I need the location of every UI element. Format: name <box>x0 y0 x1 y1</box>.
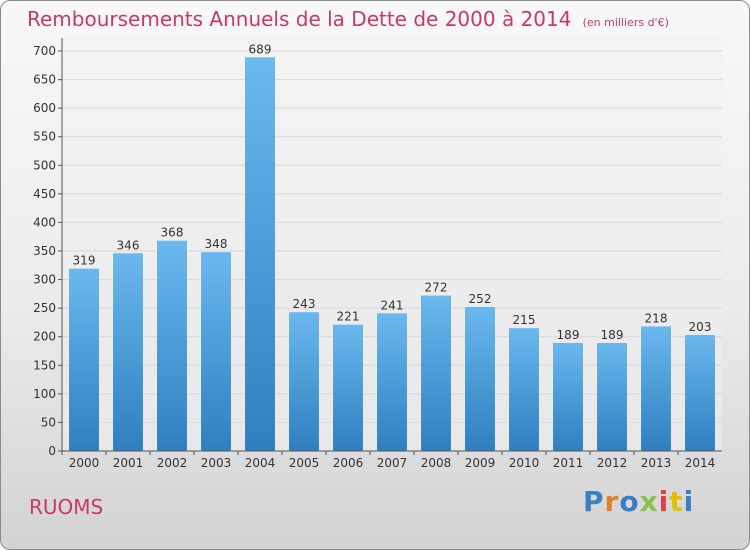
y-tick-label: 0 <box>48 444 56 458</box>
bar-2003 <box>201 252 231 451</box>
y-tick-label: 450 <box>33 187 56 201</box>
data-label: 215 <box>513 313 536 327</box>
data-label: 346 <box>117 238 140 252</box>
y-tick-label: 300 <box>33 273 56 287</box>
x-tick-label: 2009 <box>465 456 496 470</box>
y-tick-label: 500 <box>33 158 56 172</box>
x-tick-label: 2012 <box>597 456 628 470</box>
bar-2010 <box>509 328 539 451</box>
bar-2012 <box>597 343 627 451</box>
proxiti-logo[interactable]: Proxiti <box>583 485 694 518</box>
data-label: 203 <box>689 320 712 334</box>
bar-2014 <box>685 335 715 451</box>
commune-name: RUOMS <box>29 495 104 519</box>
y-tick-label: 400 <box>33 215 56 229</box>
y-tick-label: 50 <box>41 415 56 429</box>
x-tick-label: 2014 <box>685 456 716 470</box>
y-tick-label: 700 <box>33 44 56 58</box>
bar-2009 <box>465 307 495 451</box>
bar-2001 <box>113 253 143 451</box>
chart-title: Remboursements Annuels de la Dette de 20… <box>27 7 669 31</box>
x-tick-label: 2002 <box>157 456 188 470</box>
logo-letter: i <box>683 485 695 518</box>
data-label: 689 <box>249 42 272 56</box>
x-tick-label: 2013 <box>641 456 672 470</box>
data-label: 319 <box>73 254 96 268</box>
data-label: 252 <box>469 292 492 306</box>
x-tick-label: 2005 <box>289 456 320 470</box>
x-axis: 2000 2001 2002 2003 2004 2005 2006 2007 2008 2009… <box>61 450 722 470</box>
subtitle-text: (en milliers d'€) <box>582 16 669 29</box>
x-tick-label: 2001 <box>113 456 144 470</box>
x-tick-label: 2008 <box>421 456 452 470</box>
logo-letter: i <box>658 485 670 518</box>
data-label: 272 <box>425 281 448 295</box>
x-tick-label: 2011 <box>553 456 584 470</box>
data-label: 189 <box>557 328 580 342</box>
x-tick-label: 2010 <box>509 456 540 470</box>
y-tick-label: 650 <box>33 73 56 87</box>
y-tick-label: 100 <box>33 387 56 401</box>
logo-letter: o <box>619 485 640 518</box>
bar-2013 <box>641 326 671 451</box>
data-label: 218 <box>645 311 668 325</box>
title-text: Remboursements Annuels de la Dette de 20… <box>27 7 572 31</box>
bar-2004 <box>245 57 275 452</box>
x-tick-label: 2004 <box>245 456 276 470</box>
y-tick-label: 200 <box>33 330 56 344</box>
y-tick-label: 250 <box>33 301 56 315</box>
bar-2011 <box>553 343 583 451</box>
data-label: 348 <box>205 237 228 251</box>
y-tick-label: 150 <box>33 358 56 372</box>
bar-2000 <box>69 268 99 451</box>
bars: 319 346 368 348 689 243 221 241 272 252 215 189 189 2… <box>69 42 715 452</box>
logo-letter: P <box>583 485 605 518</box>
x-tick-label: 2006 <box>333 456 364 470</box>
y-tick-label: 550 <box>33 130 56 144</box>
y-tick-label: 600 <box>33 101 56 115</box>
bar-2005 <box>289 312 319 451</box>
data-label: 221 <box>337 310 360 324</box>
x-tick-label: 2000 <box>69 456 100 470</box>
y-tick-label: 350 <box>33 244 56 258</box>
logo-letter: x <box>639 485 659 518</box>
data-label: 241 <box>381 298 404 312</box>
logo-letter: t <box>669 485 684 518</box>
bar-2002 <box>157 240 187 451</box>
bar-2006 <box>333 324 363 451</box>
bar-2008 <box>421 295 451 451</box>
data-label: 189 <box>601 328 624 342</box>
data-label: 243 <box>293 297 316 311</box>
x-tick-label: 2007 <box>377 456 408 470</box>
y-axis: 0 50 100 150 200 250 300 350 400 450 500 550 600 650 7… <box>33 38 63 458</box>
data-label: 368 <box>161 226 184 240</box>
x-tick-label: 2003 <box>201 456 232 470</box>
logo-letter: r <box>604 485 620 518</box>
bar-2007 <box>377 313 407 451</box>
